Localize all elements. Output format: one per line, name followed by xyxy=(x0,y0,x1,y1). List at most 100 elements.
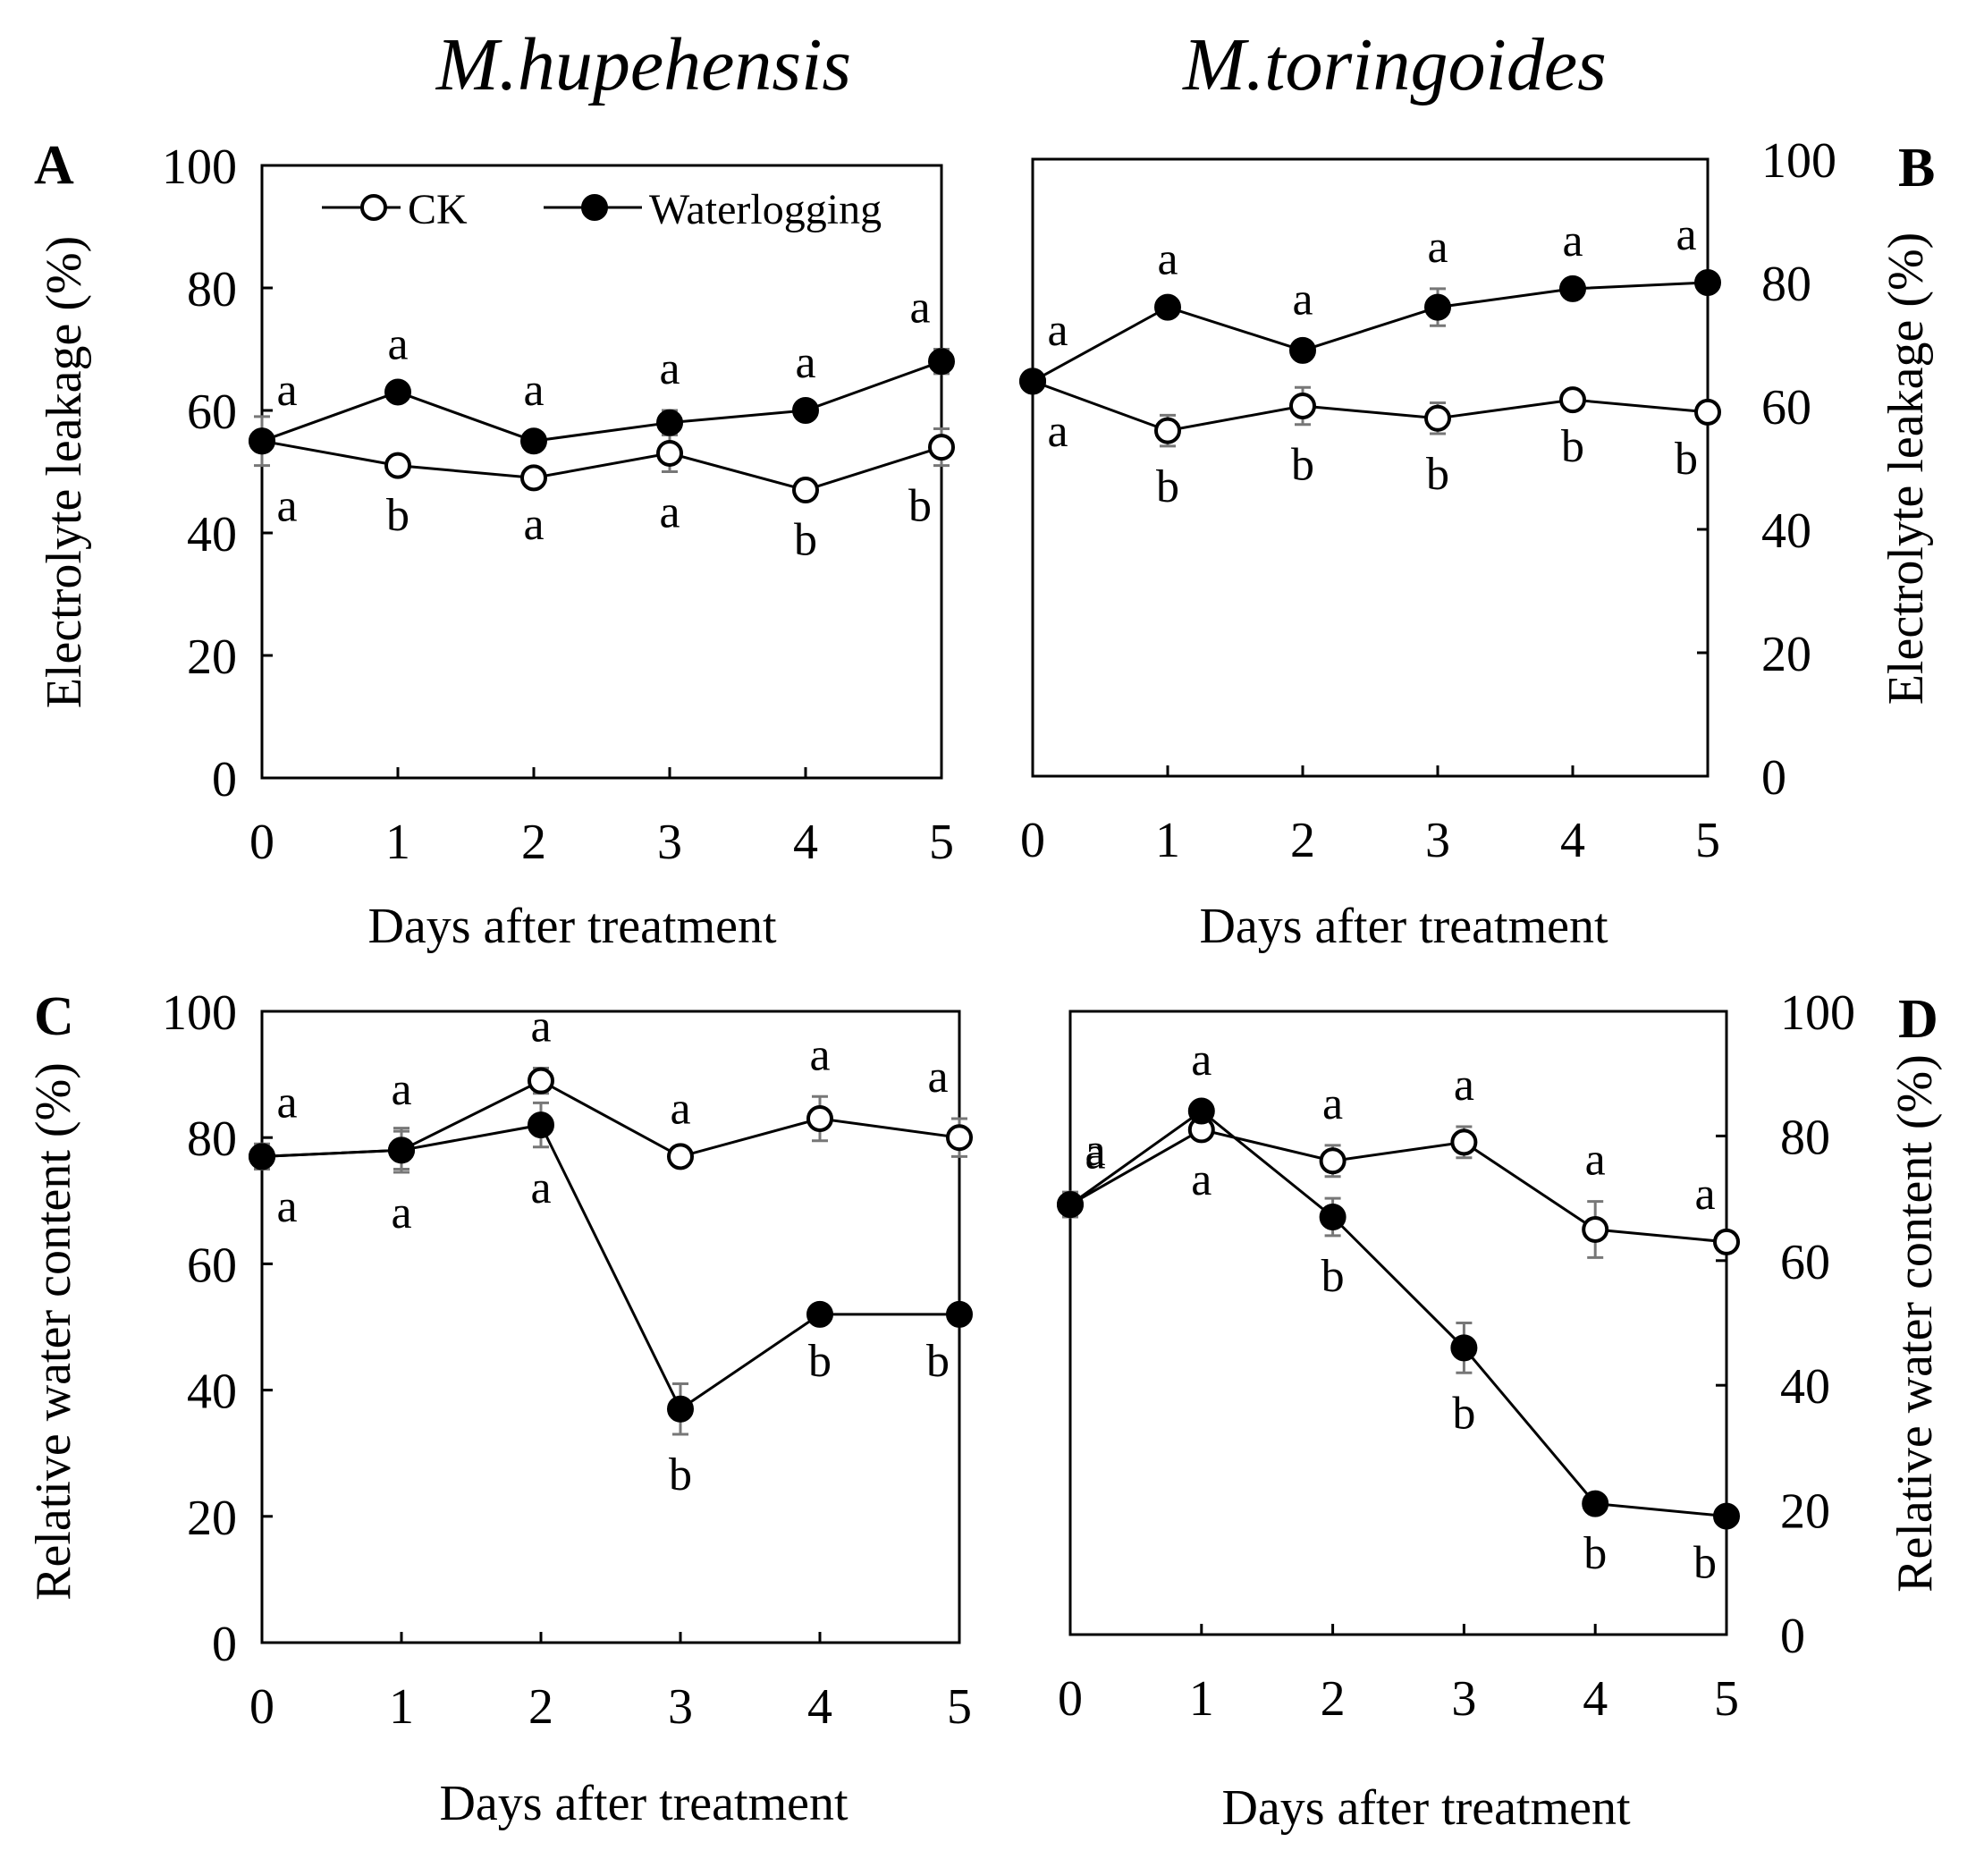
species-title-left: M.hupehensis xyxy=(435,23,851,106)
data-point-waterlogging xyxy=(249,427,275,455)
data-point-waterlogging xyxy=(1713,1502,1740,1530)
y-tick-label: 20 xyxy=(187,630,237,685)
significance-label-waterlogging: b xyxy=(1583,1528,1607,1579)
data-point-waterlogging xyxy=(1019,368,1046,395)
data-point-ck xyxy=(806,1105,833,1133)
panel-letter: B xyxy=(1898,138,1935,199)
data-point-waterlogging xyxy=(528,1111,554,1139)
significance-label-ck: b xyxy=(1675,434,1698,485)
series-line-waterlogging xyxy=(261,359,942,443)
x-tick-label: 3 xyxy=(668,1679,693,1735)
significance-label-waterlogging: b xyxy=(926,1336,950,1387)
data-point-waterlogging xyxy=(667,1395,694,1423)
data-point-ck xyxy=(1559,386,1586,414)
data-point-ck xyxy=(1694,398,1721,426)
x-tick-label: 4 xyxy=(1560,813,1585,868)
x-tick-label: 4 xyxy=(807,1679,832,1735)
significance-label-waterlogging: a xyxy=(1047,305,1068,356)
significance-label-ck: a xyxy=(1585,1135,1606,1186)
y-tick-label: 20 xyxy=(1761,627,1811,682)
significance-label-ck: a xyxy=(1694,1169,1715,1220)
species-title-right: M.toringoides xyxy=(1182,23,1607,106)
plot-frame xyxy=(260,1010,961,1644)
data-point-ck xyxy=(1713,1228,1740,1255)
significance-label-ck: a xyxy=(1322,1078,1343,1129)
significance-label-ck: a xyxy=(523,499,544,550)
data-point-waterlogging xyxy=(1319,1204,1347,1231)
significance-label-ck: b xyxy=(794,514,817,565)
panel-letter: A xyxy=(34,135,74,196)
x-tick-label: 5 xyxy=(947,1679,972,1735)
y-tick-label: 40 xyxy=(187,507,237,562)
series-line-waterlogging xyxy=(1069,1109,1727,1518)
data-point-waterlogging xyxy=(1559,275,1586,302)
data-point-waterlogging xyxy=(928,348,955,376)
data-point-ck xyxy=(928,434,955,461)
data-point-ck xyxy=(384,452,411,479)
significance-label-waterlogging: a xyxy=(530,1162,551,1213)
panel-letter: C xyxy=(34,986,74,1047)
y-tick-label: 60 xyxy=(1780,1235,1830,1290)
data-point-ck xyxy=(528,1067,554,1094)
significance-label-ck: a xyxy=(670,1083,690,1134)
y-tick-label: 100 xyxy=(1780,985,1855,1041)
significance-label-waterlogging: a xyxy=(276,1181,297,1232)
data-point-waterlogging xyxy=(1424,293,1451,321)
data-point-ck xyxy=(1154,417,1181,444)
significance-label-ck: a xyxy=(1085,1125,1105,1176)
data-point-waterlogging xyxy=(388,1137,415,1164)
data-point-ck xyxy=(656,439,683,467)
y-tick-label: 40 xyxy=(187,1365,237,1420)
data-point-ck xyxy=(1582,1215,1609,1243)
y-tick-label: 80 xyxy=(1761,257,1811,312)
data-point-waterlogging xyxy=(1450,1334,1478,1362)
y-tick-label: 40 xyxy=(1761,503,1811,559)
x-tick-label: 0 xyxy=(1058,1671,1083,1727)
x-tick-label: 0 xyxy=(249,1679,274,1735)
significance-label-ck: a xyxy=(809,1029,830,1080)
data-point-waterlogging xyxy=(1187,1097,1215,1125)
x-tick-label: 0 xyxy=(249,815,274,870)
significance-label-ck: a xyxy=(391,1064,411,1115)
x-tick-label: 1 xyxy=(1155,813,1180,868)
x-tick-label: 2 xyxy=(528,1679,553,1735)
x-tick-label: 3 xyxy=(1451,1671,1476,1727)
y-tick-label: 0 xyxy=(212,752,237,807)
significance-label-ck: a xyxy=(659,487,680,538)
x-tick-label: 3 xyxy=(1425,813,1450,868)
data-point-ck xyxy=(520,464,547,492)
data-point-ck xyxy=(1319,1147,1347,1175)
y-tick-label: 0 xyxy=(1780,1609,1805,1664)
significance-label-ck: a xyxy=(1047,406,1068,457)
data-point-waterlogging xyxy=(1154,293,1181,321)
significance-label-waterlogging: a xyxy=(1676,209,1696,260)
x-tick-label: 2 xyxy=(521,815,546,870)
significance-label-waterlogging: a xyxy=(1427,222,1448,273)
y-axis-title: Electrolyte leakage (%) xyxy=(37,236,92,709)
data-point-waterlogging xyxy=(792,397,819,424)
data-point-ck xyxy=(1424,404,1451,432)
x-tick-label: 1 xyxy=(1189,1671,1214,1727)
significance-label-waterlogging: a xyxy=(909,283,930,334)
significance-label-ck: b xyxy=(386,490,409,541)
significance-label-ck: b xyxy=(1291,440,1314,491)
series-line-ck xyxy=(1032,379,1709,433)
significance-label-waterlogging: a xyxy=(1292,275,1313,325)
significance-label-waterlogging: b xyxy=(1693,1538,1717,1589)
series-line-waterlogging xyxy=(1032,281,1709,383)
legend-label-ck: CK xyxy=(408,186,468,233)
significance-label-ck: b xyxy=(908,481,932,532)
data-point-ck xyxy=(667,1143,694,1170)
data-point-waterlogging xyxy=(520,427,547,455)
y-axis-title: Relative water content (%) xyxy=(26,1062,81,1601)
y-tick-label: 0 xyxy=(212,1617,237,1672)
significance-label-waterlogging: a xyxy=(387,319,408,370)
x-tick-label: 4 xyxy=(1583,1671,1608,1727)
y-tick-label: 60 xyxy=(187,384,237,440)
data-point-ck xyxy=(1450,1128,1478,1156)
significance-label-waterlogging: a xyxy=(1085,1128,1105,1179)
significance-label-waterlogging: a xyxy=(391,1187,411,1238)
